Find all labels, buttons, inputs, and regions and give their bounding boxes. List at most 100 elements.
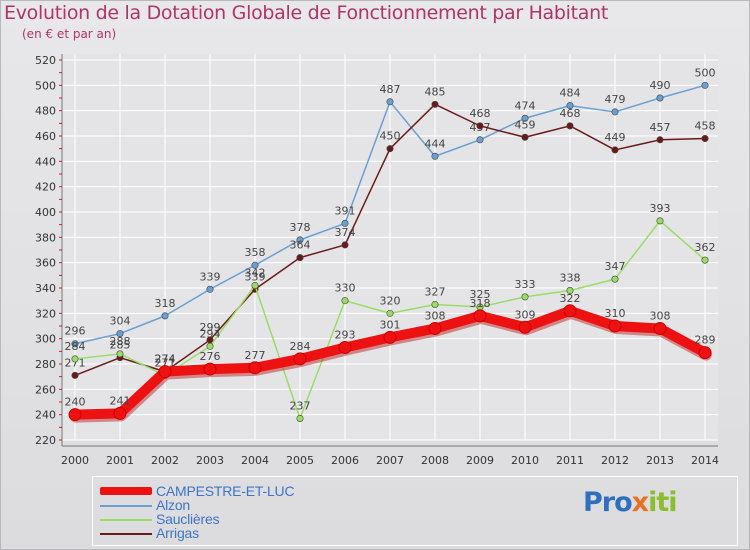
data-label: 288 [110,335,131,348]
data-label: 333 [515,278,536,291]
legend-item-arrigas: Arrigas [100,525,400,541]
data-point [296,236,304,244]
line-chart: 220 240 260 280 300 320 340 360 380 400 420 440 460 4… [35,54,719,467]
data-point [383,330,397,344]
y-tick-label: 260 [35,383,56,396]
legend: CAMPESTRE-ET-LUC Alzon Sauclières Arriga… [100,483,400,541]
data-point [701,135,709,143]
data-label: 449 [605,131,626,144]
data-point [431,152,439,160]
data-point [113,406,127,420]
data-label: 362 [695,241,716,254]
data-label: 339 [245,270,266,283]
data-point [608,319,622,333]
data-label: 500 [695,66,716,79]
data-point [428,322,442,336]
legend-label-arrigas: Arrigas [156,525,199,541]
y-tick-label: 400 [35,206,56,219]
data-label: 274 [155,353,176,366]
data-point [386,145,394,153]
y-tick-label: 500 [35,79,56,92]
data-label: 327 [425,285,446,298]
data-point [701,256,709,264]
data-label: 339 [200,270,221,283]
data-label: 289 [695,334,716,347]
data-point [71,371,79,379]
data-label: 318 [470,297,491,310]
data-point [521,114,529,122]
x-tick-label: 2000 [61,454,89,467]
data-point [296,254,304,262]
data-label: 458 [695,120,716,133]
x-tick-label: 2011 [556,454,584,467]
data-label: 347 [605,260,626,273]
x-tick-label: 2004 [241,454,269,467]
data-point [68,408,82,422]
data-label: 374 [335,226,356,239]
data-label: 484 [560,87,581,100]
data-point [293,352,307,366]
legend-box [92,476,738,546]
y-tick-label: 440 [35,155,56,168]
y-tick-label: 340 [35,282,56,295]
y-tick-label: 380 [35,231,56,244]
proxiti-logo: Proxiti [583,487,678,518]
data-label: 474 [515,99,536,112]
data-point [518,320,532,334]
data-label: 241 [110,394,131,407]
legend-item-alzon: Alzon [100,497,400,513]
data-label: 468 [470,107,491,120]
data-point [521,133,529,141]
data-label: 444 [425,137,446,150]
legend-item-campestre: CAMPESTRE-ET-LUC [100,483,400,499]
data-point [341,241,349,249]
data-label: 457 [650,121,671,134]
legend-swatch-sauclieres [100,519,152,521]
x-tick-label: 2007 [376,454,404,467]
data-label: 308 [650,310,671,323]
data-point [476,122,484,130]
data-point [116,350,124,358]
data-point [656,94,664,102]
legend-label-alzon: Alzon [156,497,191,513]
y-tick-label: 220 [35,434,56,447]
chart-subtitle: (en € et par an) [22,27,117,41]
data-label: 378 [290,221,311,234]
data-label: 271 [65,356,86,369]
x-tick-label: 2002 [151,454,179,467]
data-point [656,217,664,225]
data-point [701,81,709,89]
data-label: 240 [65,396,86,409]
x-tick-label: 2013 [646,454,674,467]
data-label: 487 [380,83,401,96]
data-point [206,285,214,293]
data-label: 294 [200,327,221,340]
data-point [521,293,529,301]
data-point [563,304,577,318]
x-tick-label: 2012 [601,454,629,467]
data-label: 284 [65,340,86,353]
data-label: 490 [650,79,671,92]
data-point [116,330,124,338]
data-label: 450 [380,130,401,143]
data-point [71,340,79,348]
data-label: 237 [290,399,311,412]
data-label: 322 [560,292,581,305]
data-point [386,98,394,106]
data-label: 285 [110,339,131,352]
data-point [158,365,172,379]
data-label: 338 [560,272,581,285]
data-point [566,287,574,295]
data-label: 325 [470,288,491,301]
y-tick-label: 360 [35,257,56,270]
data-label: 271 [155,356,176,369]
data-point [251,261,259,269]
data-label: 309 [515,308,536,321]
x-tick-label: 2006 [331,454,359,467]
data-point [161,312,169,320]
data-point [341,219,349,227]
data-label: 276 [200,350,221,363]
data-label: 293 [335,329,356,342]
data-point [698,346,712,360]
data-point [251,281,259,289]
